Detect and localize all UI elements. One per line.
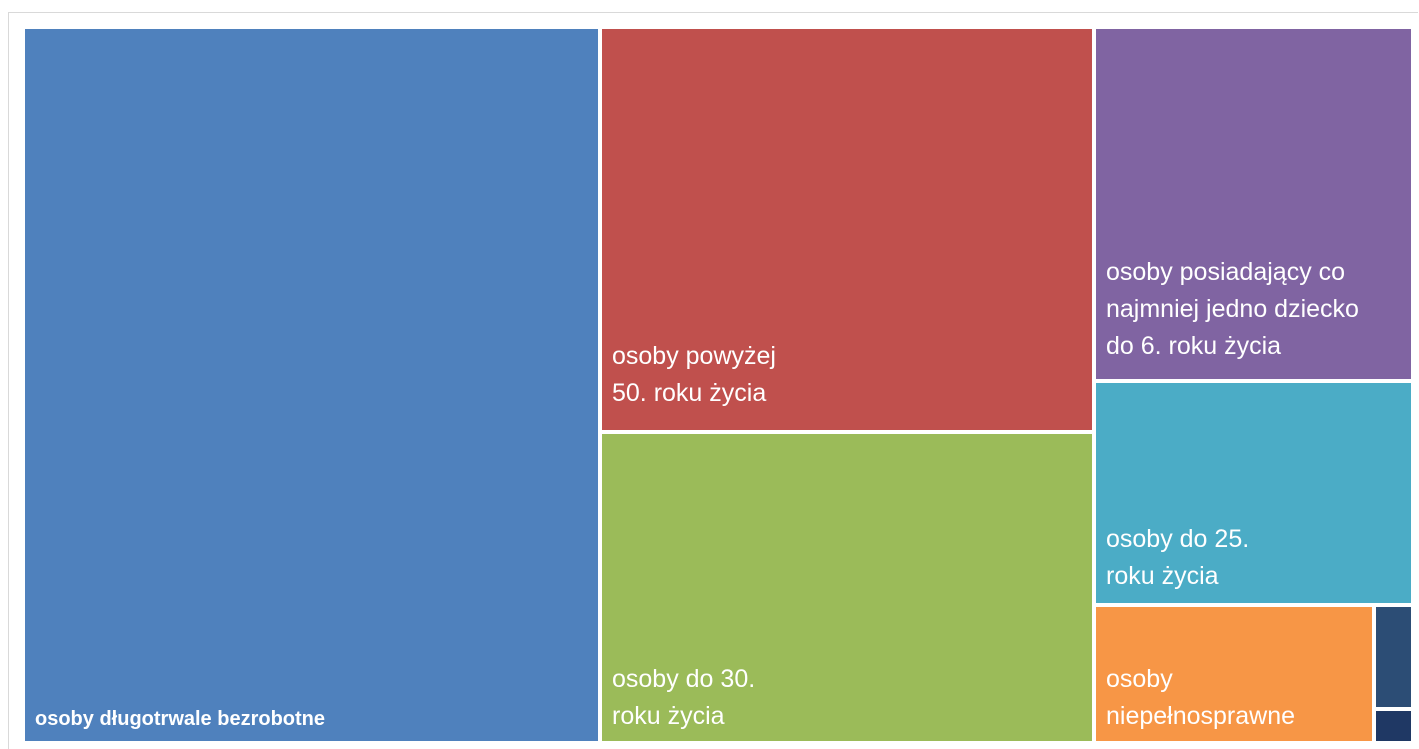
tile-under-25-label: osoby do 25. roku życia: [1106, 525, 1250, 590]
tile-over-50: osoby powyżej 50. roku życia: [602, 29, 1092, 430]
tile-disabled-label: osoby niepełnosprawne: [1106, 665, 1296, 730]
tile-parents-child-under-6: osoby posiadający co najmniej jedno dzie…: [1096, 29, 1411, 379]
tile-disabled: osoby niepełnosprawne: [1096, 607, 1372, 741]
tile-under-30: osoby do 30. roku życia: [602, 434, 1092, 741]
tile-long-term-unemployed: osoby długotrwale bezrobotne: [25, 29, 598, 741]
tile-long-term-unemployed-label: osoby długotrwale bezrobotne: [35, 708, 326, 730]
tile-over-50-label: osoby powyżej 50. roku życia: [612, 342, 776, 407]
tile-under-25: osoby do 25. roku życia: [1096, 383, 1411, 603]
tile-small-1: [1376, 607, 1411, 707]
tile-parents-child-under-6-label: osoby posiadający co najmniej jedno dzie…: [1106, 258, 1359, 360]
tile-under-30-label: osoby do 30. roku życia: [612, 665, 756, 730]
tile-small-2: [1376, 711, 1411, 741]
